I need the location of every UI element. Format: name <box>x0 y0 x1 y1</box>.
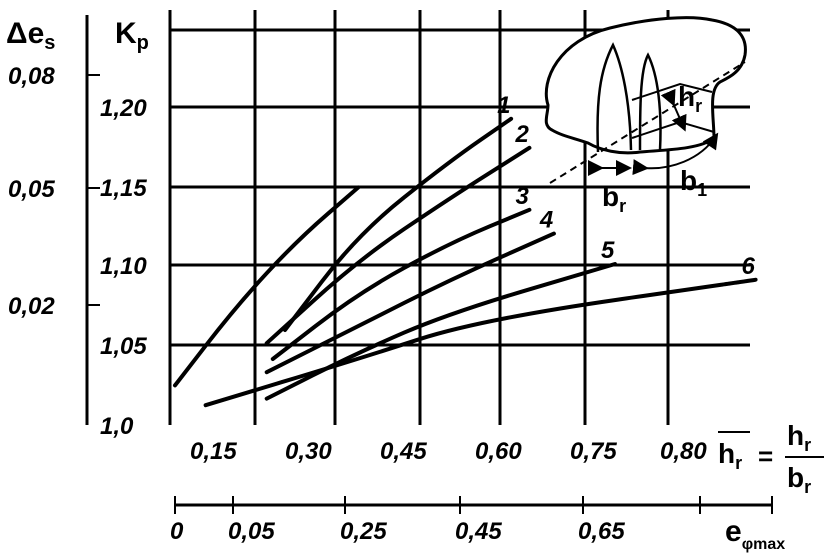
inset-label-hr: hr <box>678 81 702 116</box>
x-tick-label: 0,80 <box>660 438 707 465</box>
series-6-label: 6 <box>742 253 756 280</box>
inset-label-br: br <box>602 181 626 216</box>
x-tick-label: 0,15 <box>190 438 237 465</box>
x-main-label-h: hr <box>718 438 742 473</box>
inset-label-b1-main: b <box>680 165 697 196</box>
x-main-label-h-sub: r <box>735 453 742 473</box>
x-tick-label: 0,75 <box>570 438 617 465</box>
bottom-x-tick-label: 0,65 <box>578 518 625 545</box>
x-main-label-den-main: b <box>787 462 804 493</box>
left-inner-tick-label: 1,0 <box>100 413 134 440</box>
series-5-line <box>264 262 617 401</box>
bottom-x-tick-label: 0 <box>170 518 184 545</box>
inset-hr-arrow <box>660 88 687 132</box>
x-main-label-h-main: h <box>718 438 735 469</box>
bottom-x-axis-ticks <box>174 496 773 514</box>
x-tick-label: 0,60 <box>475 438 522 465</box>
bottom-x-axis-label: eφmax <box>725 515 785 553</box>
series-5-label: 5 <box>601 237 615 264</box>
bottom-x-axis-label-sub: φmax <box>742 536 786 553</box>
x-main-axis-label: hr = hr br <box>718 420 824 497</box>
left-outer-tick-label: 0,02 <box>8 293 55 320</box>
left-inner-ticks: 1,0 1,05 1,10 1,15 1,20 <box>100 95 147 440</box>
x-main-label-num-sub: r <box>804 435 811 455</box>
left-outer-tick-label: 0,05 <box>8 176 55 203</box>
bottom-x-tick-label: 0,05 <box>228 518 275 545</box>
left-inner-label-sub: p <box>137 32 149 54</box>
left-inner-tick-label: 1,10 <box>100 253 147 280</box>
x-main-label-den: br <box>787 462 811 497</box>
inset-label-br-sub: r <box>619 196 626 216</box>
series-4-label: 4 <box>539 207 553 234</box>
inset-dashed-line <box>549 61 746 184</box>
left-inner-tick-label: 1,20 <box>100 95 147 122</box>
left-inner-tick-label: 1,15 <box>100 175 147 202</box>
series-4-line <box>264 231 556 375</box>
series-2-line <box>264 145 532 346</box>
bottom-x-axis-label-main: e <box>725 515 742 548</box>
inset-label-br-main: b <box>602 181 619 212</box>
x-tick-label: 0,30 <box>285 438 332 465</box>
left-outer-label-main: Δe <box>6 17 44 50</box>
series-3-label: 3 <box>515 183 529 210</box>
inset-fold-left <box>596 42 633 153</box>
bottom-x-tick-label: 0,25 <box>340 518 387 545</box>
inset-b1-arrow <box>632 132 719 176</box>
series-2-label: 2 <box>514 121 529 148</box>
x-main-label-den-sub: r <box>804 477 811 497</box>
left-inner-label: Kp <box>115 17 149 54</box>
x-tick-label: 0,45 <box>380 438 427 465</box>
inset-label-hr-main: h <box>678 81 695 112</box>
x-main-label-num-main: h <box>787 420 804 451</box>
extra-curve-line <box>173 185 361 388</box>
inset-illustration: hr br b1 <box>544 16 747 216</box>
left-outer-label: Δes <box>6 17 55 54</box>
inset-label-b1: b1 <box>680 165 707 200</box>
bottom-x-tick-label: 0,45 <box>455 518 502 545</box>
inset-body <box>544 16 747 155</box>
series-6-line <box>203 277 758 408</box>
x-main-label-eq: = <box>758 441 773 471</box>
inset-fold-right <box>638 52 662 151</box>
inset-slot-top <box>631 82 713 101</box>
inset-label-hr-sub: r <box>695 96 702 116</box>
left-outer-tick-label: 0,08 <box>8 63 55 90</box>
curves <box>173 116 758 408</box>
series-1-label: 1 <box>497 92 510 119</box>
series-1-line <box>283 116 514 332</box>
left-outer-label-sub: s <box>44 32 55 54</box>
left-inner-label-main: K <box>115 17 137 50</box>
series-3-line <box>270 207 532 361</box>
x-main-label-num: hr <box>787 420 811 455</box>
inset-label-b1-sub: 1 <box>697 180 707 200</box>
left-inner-tick-label: 1,05 <box>100 333 147 360</box>
